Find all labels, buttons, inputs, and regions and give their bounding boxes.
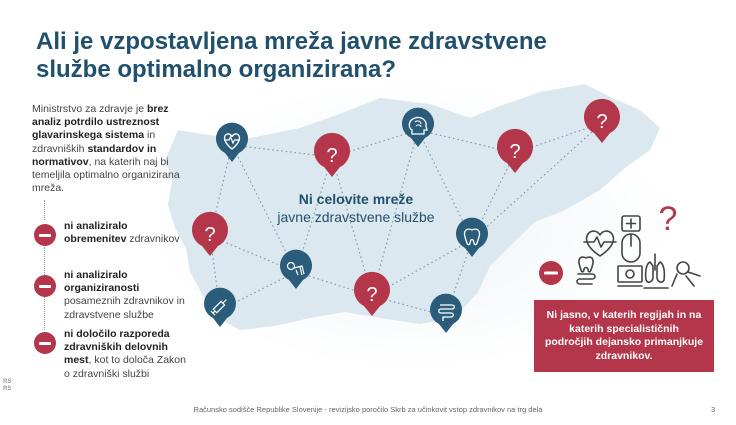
svg-text:?: ? [326,145,337,167]
medical-equipment-icon [576,215,701,289]
footer-text: Računsko sodišče Republike Slovenije - r… [193,405,543,414]
minus-icon [34,275,56,297]
connector-line [44,247,45,275]
syringe-icon [204,287,236,327]
brain-icon [402,107,434,147]
svg-text:?: ? [509,141,520,163]
tooth-icon [456,217,488,257]
question-pin: ? [497,128,533,173]
network-caption: Ni celovite mreže javne zdravstvene služ… [277,191,435,225]
page-title: Ali je vzpostavljena mreža javne zdravst… [36,28,547,83]
question-pin: ? [192,211,228,256]
intro-text: Ministrstvo za zdravje je brez analiz po… [32,103,180,195]
svg-text:?: ? [204,224,215,246]
baby-icon [280,249,312,289]
minus-icon [34,332,56,354]
minus-icon [34,224,56,246]
svg-text:?: ? [366,284,377,306]
question-mark-icon: ? [659,200,678,238]
question-pin: ? [584,98,620,143]
connector-line [44,200,45,220]
page-number: 3 [711,405,716,414]
minus-icon [539,261,563,285]
logo: RS RS [3,379,12,392]
question-pin: ? [314,132,350,177]
connector-line [44,296,45,330]
intestine-icon [430,293,462,333]
svg-text:?: ? [596,111,607,133]
heart-monitor-icon [216,122,248,162]
question-pin: ? [354,271,390,316]
callout-box: Ni jasno, v katerih regijah in na kateri… [534,300,714,372]
